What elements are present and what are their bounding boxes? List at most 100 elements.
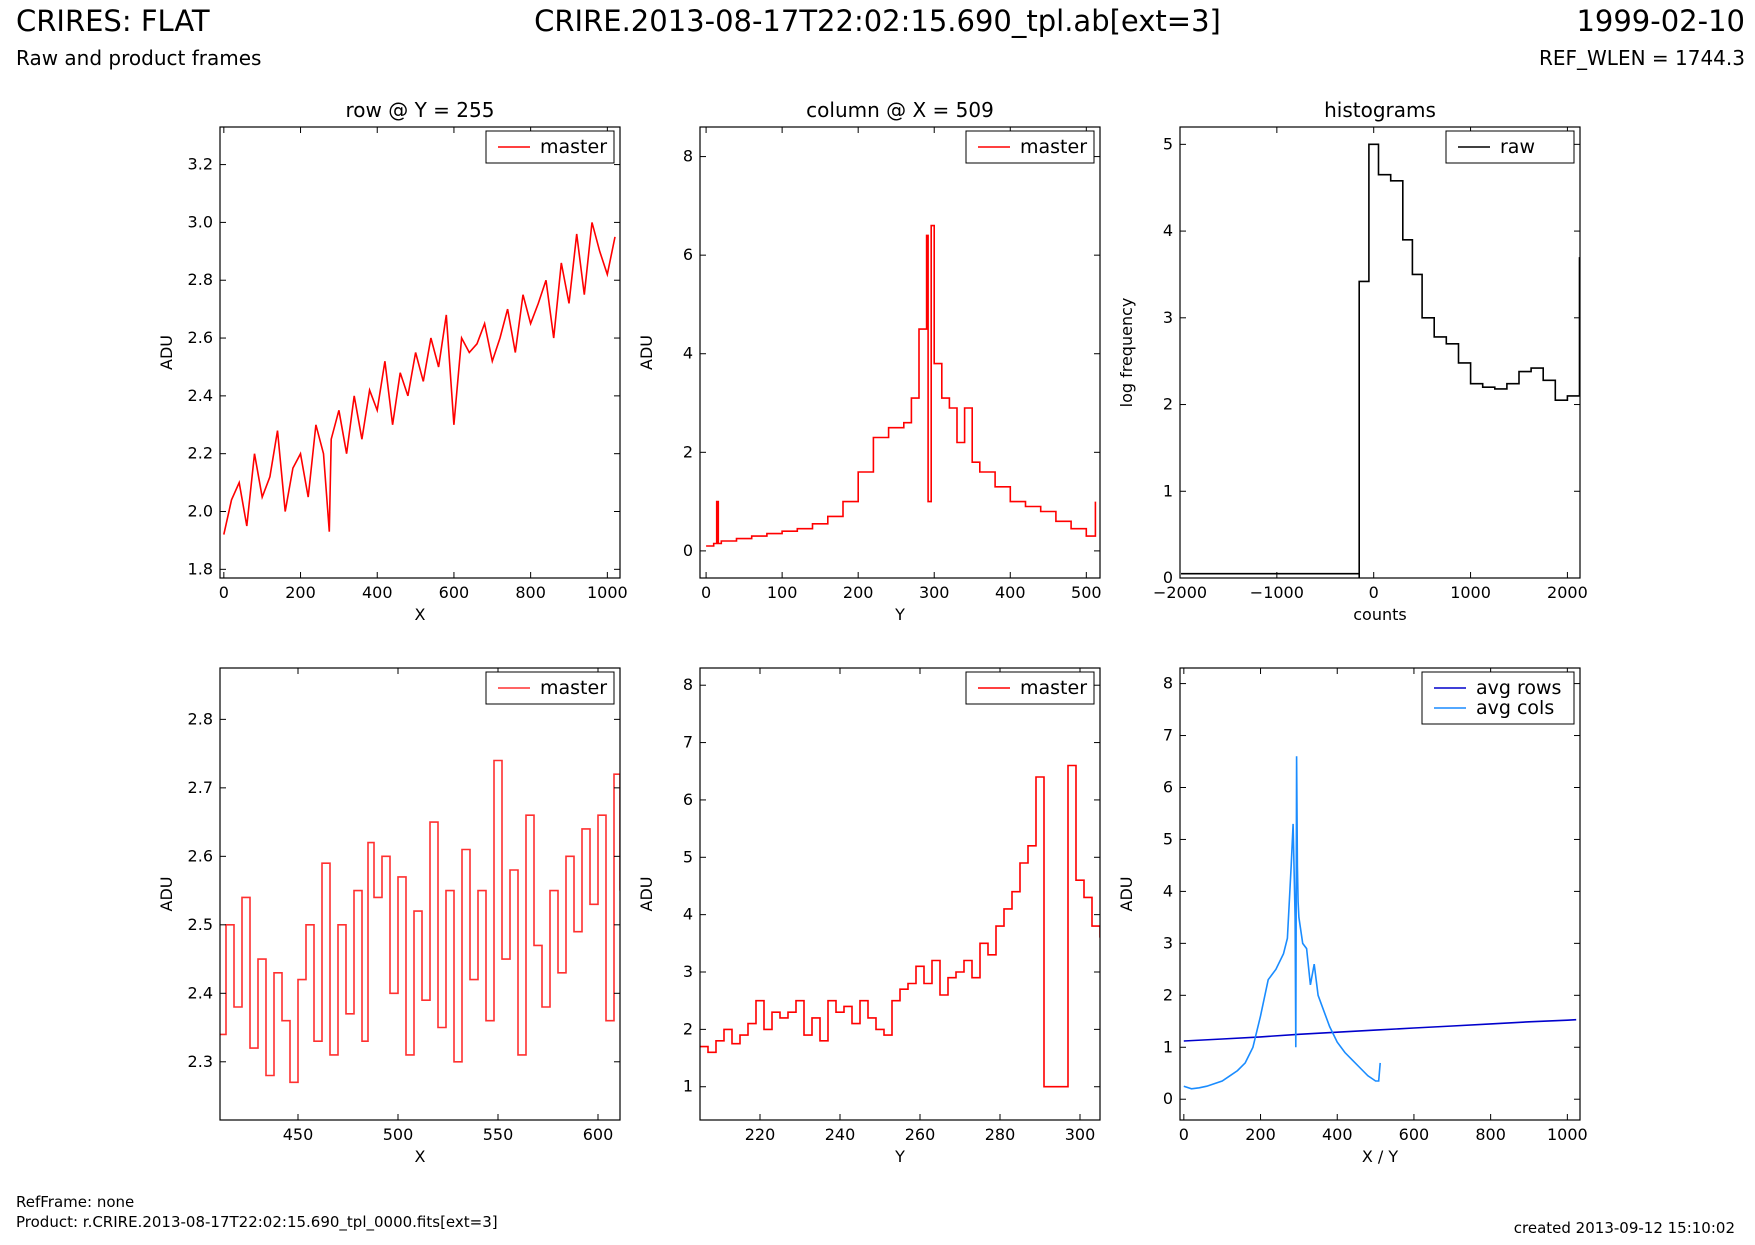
y-tick-label: 2.2: [188, 444, 213, 463]
y-tick-label: 1: [683, 1077, 693, 1096]
y-tick-label: 2.6: [188, 846, 213, 865]
x-tick-label: −2000: [1153, 583, 1207, 602]
y-tick-label: 6: [1163, 777, 1173, 796]
y-tick-label: 0: [1163, 1089, 1173, 1108]
x-tick-label: 280: [985, 1125, 1016, 1144]
x-tick-label: 300: [919, 583, 950, 602]
x-tick-label: 300: [1065, 1125, 1096, 1144]
x-tick-label: 220: [745, 1125, 776, 1144]
legend: master: [965, 671, 1095, 705]
chart-row-full: row @ Y = 255 0 200 400 600 800 1000 1.8 2.0 2.2 2…: [157, 98, 628, 624]
footer-created: created 2013-09-12 15:10:02: [1513, 1219, 1735, 1237]
x-tick-label: 800: [1475, 1125, 1506, 1144]
y-tick-label: 5: [683, 847, 693, 866]
x-tick-label: 100: [767, 583, 798, 602]
y-tick-label: 2: [1163, 985, 1173, 1004]
y-tick-label: 5: [1163, 134, 1173, 153]
y-axis-label: ADU: [1117, 877, 1136, 912]
y-tick-label: 1: [1163, 1037, 1173, 1056]
y-tick-label: 3: [683, 962, 693, 981]
footer-ref-frame: RefFrame: none: [16, 1193, 135, 1211]
y-tick-label: 1.8: [188, 559, 213, 578]
series-line-avg-rows: [1183, 1018, 1577, 1042]
x-tick-label: 1000: [1450, 583, 1491, 602]
x-tick-label: 800: [515, 583, 546, 602]
footer-product: Product: r.CRIRE.2013-08-17T22:02:15.690…: [16, 1213, 498, 1231]
x-tick-label: 600: [439, 583, 470, 602]
chart-title: histograms: [1324, 98, 1436, 122]
x-tick-label: 1000: [1547, 1125, 1588, 1144]
y-tick-label: 2: [683, 1019, 693, 1038]
legend: master: [485, 130, 615, 164]
chart-title: row @ Y = 255: [346, 98, 495, 122]
plot-frame: [699, 667, 1101, 1121]
legend-entry: master: [1020, 136, 1087, 158]
x-axis-label: X / Y: [1362, 1147, 1399, 1166]
x-tick-label: 0: [219, 583, 229, 602]
plot-frame: [699, 126, 1101, 579]
y-tick-label: 8: [683, 675, 693, 694]
x-tick-label: 0: [1179, 1125, 1189, 1144]
series-line-master: [223, 222, 616, 535]
y-tick-label: 4: [683, 344, 693, 363]
legend-box: [1421, 671, 1575, 725]
chart-title: column @ X = 509: [806, 98, 994, 122]
series-line-master: [706, 224, 1097, 547]
observation-date: 1999-02-10: [1576, 4, 1745, 38]
y-tick-label: 3.0: [188, 212, 213, 231]
plot-frame: [219, 126, 621, 579]
x-tick-label: −1000: [1250, 583, 1304, 602]
chart-avg: 0 200 400 600 800 1000 0 1 2 3 4 5 6 7 8 X / Y ADU avg ro…: [1117, 667, 1588, 1166]
x-tick-label: 1000: [587, 583, 628, 602]
x-tick-label: 600: [1399, 1125, 1430, 1144]
y-tick-label: 3: [1163, 308, 1173, 327]
y-tick-label: 2.8: [188, 709, 213, 728]
x-tick-label: 400: [1322, 1125, 1353, 1144]
y-tick-label: 4: [1163, 221, 1173, 240]
chart-hist: histograms −2000 −1000 0 1000 2000 0 1 2 3 4 5 count…: [1117, 98, 1588, 624]
y-axis-label: ADU: [637, 877, 656, 912]
x-tick-label: 260: [905, 1125, 936, 1144]
series-line-avg-cols: [1183, 756, 1381, 1090]
x-axis-label: X: [415, 605, 426, 624]
y-tick-label: 2.4: [188, 386, 213, 405]
y-tick-label: 5: [1163, 829, 1173, 848]
y-tick-label: 2.8: [188, 270, 213, 289]
x-tick-label: 450: [283, 1125, 314, 1144]
chart-row-zoom: 450 500 550 600 2.3 2.4 2.5 2.6 2.7 2.8 X ADU master: [157, 667, 621, 1166]
legend-entry: master: [1020, 677, 1087, 699]
page-title: CRIRES: FLAT: [16, 4, 210, 38]
file-name: CRIRE.2013-08-17T22:02:15.690_tpl.ab[ext…: [534, 4, 1221, 38]
y-tick-label: 2.4: [188, 983, 213, 1002]
y-tick-label: 2.0: [188, 502, 213, 521]
x-axis-label: Y: [894, 1147, 905, 1166]
y-tick-label: 3.2: [188, 155, 213, 174]
plot-frame: [219, 667, 621, 1121]
plot-frame: [1179, 667, 1581, 1121]
x-axis-label: Y: [894, 605, 905, 624]
ref-wavelength: REF_WLEN = 1744.3: [1538, 46, 1745, 70]
x-tick-label: 600: [583, 1125, 614, 1144]
plot-frame: [1179, 126, 1581, 579]
x-tick-label: 0: [701, 583, 711, 602]
y-axis-label: ADU: [637, 335, 656, 370]
x-tick-label: 0: [1369, 583, 1379, 602]
y-tick-label: 2.6: [188, 328, 213, 347]
x-tick-label: 500: [1071, 583, 1102, 602]
y-tick-label: 2: [1163, 395, 1173, 414]
y-tick-label: 7: [683, 733, 693, 752]
y-tick-label: 4: [1163, 881, 1173, 900]
y-tick-label: 1: [1163, 481, 1173, 500]
y-axis-label: ADU: [157, 877, 176, 912]
y-tick-label: 0: [1163, 568, 1173, 587]
y-tick-label: 2.5: [188, 915, 213, 934]
x-tick-label: 400: [995, 583, 1026, 602]
x-axis-label: counts: [1353, 605, 1406, 624]
legend-entry: avg rows: [1476, 677, 1561, 699]
y-tick-label: 2: [683, 442, 693, 461]
y-tick-label: 2.3: [188, 1052, 213, 1071]
x-tick-label: 550: [483, 1125, 514, 1144]
y-tick-label: 8: [1163, 674, 1173, 693]
